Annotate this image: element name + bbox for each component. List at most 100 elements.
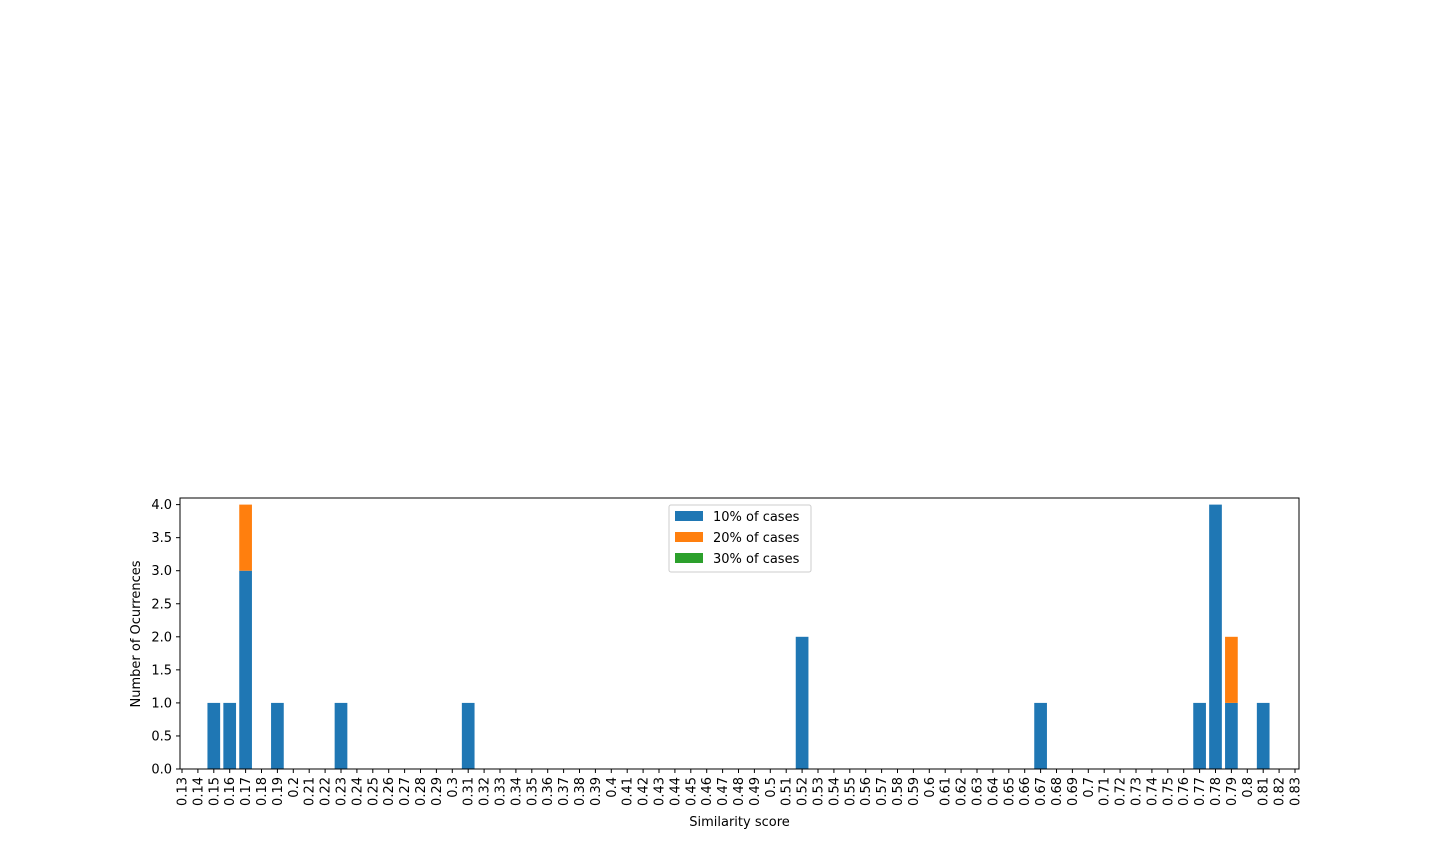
x-tick-label: 0.48 [732, 777, 747, 806]
x-tick-label: 0.22 [319, 777, 334, 806]
x-tick-label: 0.14 [191, 777, 206, 806]
x-axis-title: Similarity score [689, 815, 790, 830]
x-tick-label: 0.8 [1241, 777, 1256, 798]
x-tick-label: 0.33 [494, 777, 509, 806]
x-tick-label: 0.43 [653, 777, 668, 806]
x-tick-label: 0.42 [637, 777, 652, 806]
x-tick-label: 0.25 [366, 777, 381, 806]
legend-swatch-series-3 [675, 553, 703, 563]
x-tick-label: 0.47 [716, 777, 731, 806]
x-tick-label: 0.73 [1130, 777, 1145, 806]
y-tick-label: 1.0 [151, 696, 172, 711]
x-tick-label: 0.27 [398, 777, 413, 806]
x-tick-label: 0.63 [971, 777, 986, 806]
x-tick-label: 0.65 [1002, 777, 1017, 806]
x-tick-label: 0.62 [955, 777, 970, 806]
x-tick-label: 0.74 [1145, 777, 1160, 806]
bars-group [207, 504, 1270, 769]
x-tick-label: 0.54 [827, 777, 842, 806]
x-tick-label: 0.83 [1289, 777, 1304, 806]
x-tick-label: 0.17 [239, 777, 254, 806]
x-tick-label: 0.57 [875, 777, 890, 806]
x-tick-label: 0.71 [1098, 777, 1113, 806]
y-tick-label: 0.5 [151, 729, 172, 744]
bar-series-1-0.15 [207, 702, 221, 769]
x-tick-label: 0.44 [668, 777, 683, 806]
x-tick-label: 0.51 [780, 777, 795, 806]
x-tick-label: 0.31 [462, 777, 477, 806]
x-tick-label: 0.55 [843, 777, 858, 806]
legend-box [668, 504, 812, 573]
x-tick-label: 0.16 [223, 777, 238, 806]
x-tick-label: 0.18 [255, 777, 270, 806]
bar-series-1-0.23 [334, 702, 348, 769]
x-tick-label: 0.36 [541, 777, 556, 806]
x-tick-label: 0.77 [1193, 777, 1208, 806]
bar-series-1-0.77 [1193, 702, 1206, 769]
x-tick-label: 0.28 [414, 777, 429, 806]
legend-swatch-series-1 [675, 511, 703, 521]
bar-series-2-0.79 [1225, 636, 1238, 703]
legend-label-series-1: 10% of cases [713, 510, 800, 525]
x-tick-label: 0.3 [446, 777, 461, 798]
legend-swatch-series-2 [675, 532, 703, 542]
x-tick-label: 0.34 [509, 777, 524, 806]
x-tick-label: 0.75 [1161, 777, 1176, 806]
x-tick-label: 0.19 [271, 777, 286, 806]
legend-label-series-2: 20% of cases [713, 531, 800, 546]
x-tick-label: 0.66 [1018, 777, 1033, 806]
x-tick-label: 0.52 [796, 777, 811, 806]
y-tick-label: 0.0 [151, 763, 172, 778]
x-tick-label: 0.69 [1066, 777, 1081, 806]
x-tick-label: 0.2 [287, 777, 302, 798]
x-tick-label: 0.82 [1273, 777, 1288, 806]
x-tick-label: 0.38 [573, 777, 588, 806]
y-axis: 0.0 0.5 1.0 1.5 2.0 2.5 3.0 3.5 4.0 [151, 498, 180, 778]
x-tick-label: 0.24 [350, 777, 365, 806]
legend-label-series-3: 30% of cases [713, 552, 800, 567]
x-tick-label: 0.5 [764, 777, 779, 798]
bar-series-1-0.81 [1256, 702, 1270, 769]
x-tick-label: 0.6 [923, 777, 938, 798]
x-tick-label: 0.56 [859, 777, 874, 806]
x-tick-label: 0.68 [1050, 777, 1065, 806]
legend: 10% of cases 20% of cases 30% of cases [668, 504, 812, 573]
x-tick-label: 0.41 [621, 777, 636, 806]
y-axis-title: Number of Ocurrences [129, 560, 144, 707]
x-tick-label: 0.7 [1082, 777, 1097, 798]
x-tick-label: 0.64 [986, 777, 1001, 806]
x-tick-label: 0.45 [684, 777, 699, 806]
x-tick-label: 0.39 [589, 777, 604, 806]
x-tick-label: 0.59 [907, 777, 922, 806]
x-tick-label: 0.49 [748, 777, 763, 806]
y-tick-label: 2.5 [151, 597, 172, 612]
bar-series-1-0.16 [223, 702, 237, 769]
x-tick-label: 0.72 [1114, 777, 1129, 806]
bar-series-1-0.67 [1034, 702, 1047, 769]
bar-series-1-0.79 [1225, 702, 1238, 769]
x-tick-label: 0.67 [1034, 777, 1049, 806]
bar-series-1-0.52 [795, 636, 809, 769]
bar-series-1-0.17 [239, 570, 252, 769]
x-tick-label: 0.35 [525, 777, 540, 806]
y-tick-label: 2.0 [151, 630, 172, 645]
y-tick-label: 4.0 [151, 498, 172, 513]
bar-series-1-0.31 [461, 702, 475, 769]
x-tick-label: 0.76 [1177, 777, 1192, 806]
bar-series-2-0.17 [239, 504, 252, 571]
x-tick-label: 0.21 [303, 777, 318, 806]
x-tick-label: 0.4 [605, 777, 620, 798]
x-tick-label: 0.37 [557, 777, 572, 806]
x-tick-label: 0.78 [1209, 777, 1224, 806]
x-tick-label: 0.81 [1257, 777, 1272, 806]
plot-frame [179, 497, 1300, 770]
x-tick-label: 0.46 [700, 777, 715, 806]
x-tick-label: 0.15 [207, 777, 222, 806]
y-tick-label: 3.5 [151, 531, 172, 546]
bar-series-1-0.19 [271, 702, 284, 769]
x-tick-label: 0.29 [430, 777, 445, 806]
x-axis: 0.13 0.14 0.15 0.16 0.17 0.18 0.19 0.2 0.21 0.22 0… [176, 769, 1304, 806]
y-tick-label: 3.0 [151, 564, 172, 579]
x-tick-label: 0.79 [1225, 777, 1240, 806]
